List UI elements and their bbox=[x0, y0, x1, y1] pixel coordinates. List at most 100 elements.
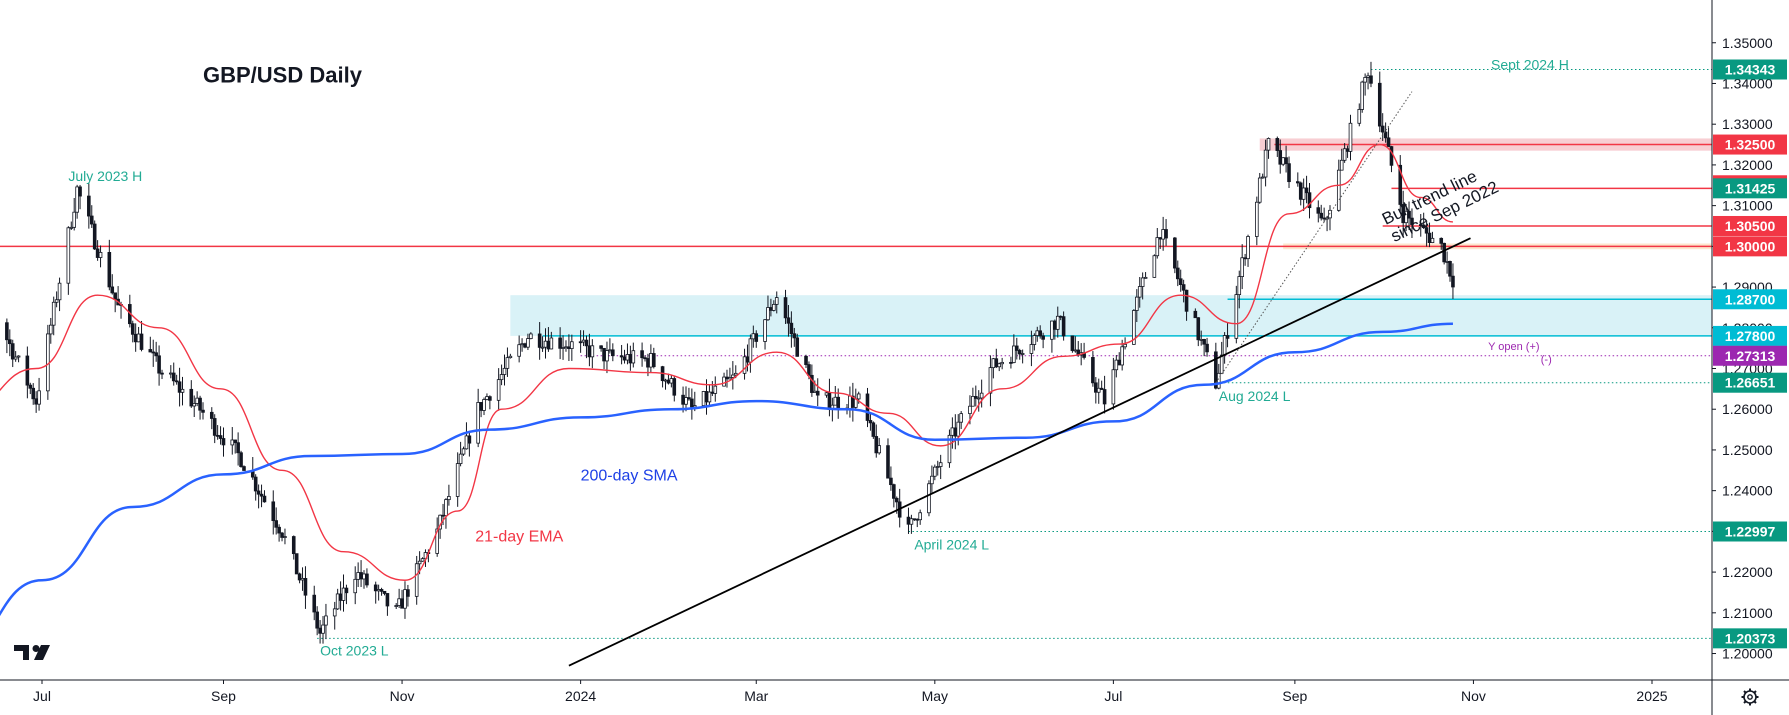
candle-body bbox=[1214, 351, 1218, 389]
candle bbox=[13, 351, 18, 362]
candle-body bbox=[649, 353, 653, 368]
support-zone bbox=[510, 295, 1712, 336]
candle-body bbox=[92, 223, 97, 250]
price-label-1.28700[interactable]: 1.28700 bbox=[1713, 289, 1787, 310]
candle-body bbox=[868, 420, 873, 424]
candle-body bbox=[496, 379, 501, 401]
candle-body bbox=[751, 333, 756, 340]
candle-body bbox=[1380, 125, 1385, 133]
price-label-1.34343[interactable]: 1.34343 bbox=[1713, 59, 1787, 80]
candle bbox=[256, 484, 261, 509]
candle-body bbox=[1451, 275, 1455, 288]
candle bbox=[672, 375, 677, 402]
candle-body bbox=[274, 520, 278, 528]
candle-body bbox=[280, 532, 284, 538]
price-label-1.27800[interactable]: 1.27800 bbox=[1713, 325, 1787, 346]
candle-body bbox=[1357, 109, 1362, 124]
candle-body bbox=[608, 349, 612, 352]
candle-body bbox=[1348, 122, 1353, 152]
candle-body bbox=[1398, 164, 1403, 205]
candle-body bbox=[1073, 349, 1078, 352]
candle bbox=[877, 437, 881, 455]
price-label-1.22997[interactable]: 1.22997 bbox=[1713, 521, 1787, 542]
candle-body bbox=[611, 349, 615, 357]
price-label-1.30500[interactable]: 1.30500 bbox=[1713, 215, 1787, 236]
price-label-1.27313[interactable]: 1.27313 bbox=[1713, 345, 1787, 366]
candle-body bbox=[807, 364, 811, 376]
price-label-1.31425[interactable]: 1.31425 bbox=[1713, 178, 1787, 199]
candle-body bbox=[259, 493, 264, 497]
candle-body bbox=[769, 307, 773, 311]
candle bbox=[731, 361, 735, 390]
candle bbox=[353, 566, 358, 605]
candle-body bbox=[136, 333, 141, 343]
candle bbox=[1439, 237, 1444, 250]
price-label-1.30000[interactable]: 1.30000 bbox=[1713, 236, 1787, 257]
candle-body bbox=[1020, 353, 1025, 355]
price-label-1.20373[interactable]: 1.20373 bbox=[1713, 628, 1787, 649]
candle-body bbox=[13, 356, 18, 360]
candle-body bbox=[912, 518, 917, 521]
candle-body bbox=[57, 282, 62, 301]
candle bbox=[1398, 155, 1403, 212]
candle bbox=[294, 553, 299, 575]
candle-body bbox=[786, 317, 791, 324]
candle bbox=[1140, 272, 1145, 300]
candle bbox=[239, 450, 243, 468]
price-label-text: 1.22997 bbox=[1725, 523, 1776, 539]
candle bbox=[54, 291, 59, 308]
candle-body bbox=[1225, 335, 1230, 339]
candle-body bbox=[110, 286, 115, 294]
candle bbox=[1111, 357, 1116, 410]
candle-body bbox=[1216, 372, 1221, 389]
candle bbox=[687, 387, 691, 401]
gear-tooth bbox=[1743, 700, 1747, 704]
candle bbox=[10, 339, 15, 368]
candle-body bbox=[1442, 242, 1446, 263]
candle-body bbox=[1091, 357, 1095, 384]
candle bbox=[1448, 260, 1452, 282]
gear-icon[interactable] bbox=[1741, 688, 1759, 706]
candle-body bbox=[48, 324, 53, 335]
price-label-bg bbox=[1713, 178, 1787, 199]
annotation: July 2023 H bbox=[68, 168, 142, 184]
price-label-1.32500[interactable]: 1.32500 bbox=[1713, 134, 1787, 155]
candle bbox=[886, 438, 890, 479]
candle-body bbox=[34, 398, 38, 405]
candle-body bbox=[447, 496, 451, 501]
candle bbox=[537, 322, 542, 360]
candle-body bbox=[344, 587, 349, 594]
candle bbox=[611, 343, 615, 362]
candle-body bbox=[640, 350, 644, 359]
candle-body bbox=[1009, 361, 1013, 364]
candle-body bbox=[1448, 261, 1452, 277]
candle bbox=[72, 198, 77, 231]
candle bbox=[892, 483, 896, 508]
candle-body bbox=[687, 397, 691, 400]
candle-body bbox=[1114, 359, 1119, 371]
candle-body bbox=[253, 476, 258, 492]
candle-body bbox=[1430, 237, 1435, 243]
candle bbox=[1287, 156, 1291, 189]
candle-body bbox=[25, 355, 30, 386]
candle bbox=[1216, 363, 1221, 390]
candle-body bbox=[37, 390, 41, 405]
candle bbox=[1096, 378, 1101, 404]
candle-body bbox=[728, 377, 732, 380]
price-label-1.26651[interactable]: 1.26651 bbox=[1713, 372, 1787, 393]
candle-body bbox=[1243, 257, 1247, 260]
candle bbox=[947, 429, 952, 468]
candle-body bbox=[710, 391, 715, 394]
candle bbox=[974, 385, 978, 407]
y-tick-label: 1.22000 bbox=[1722, 564, 1773, 580]
candle-body bbox=[1342, 148, 1347, 161]
candle bbox=[315, 606, 319, 636]
candle bbox=[1342, 143, 1347, 163]
candle-body bbox=[1298, 182, 1303, 200]
candle-body bbox=[508, 355, 513, 359]
candle bbox=[549, 331, 554, 350]
candle-body bbox=[154, 352, 158, 357]
candle-body bbox=[1301, 187, 1306, 200]
candle bbox=[918, 509, 922, 525]
candle-body bbox=[406, 589, 410, 597]
